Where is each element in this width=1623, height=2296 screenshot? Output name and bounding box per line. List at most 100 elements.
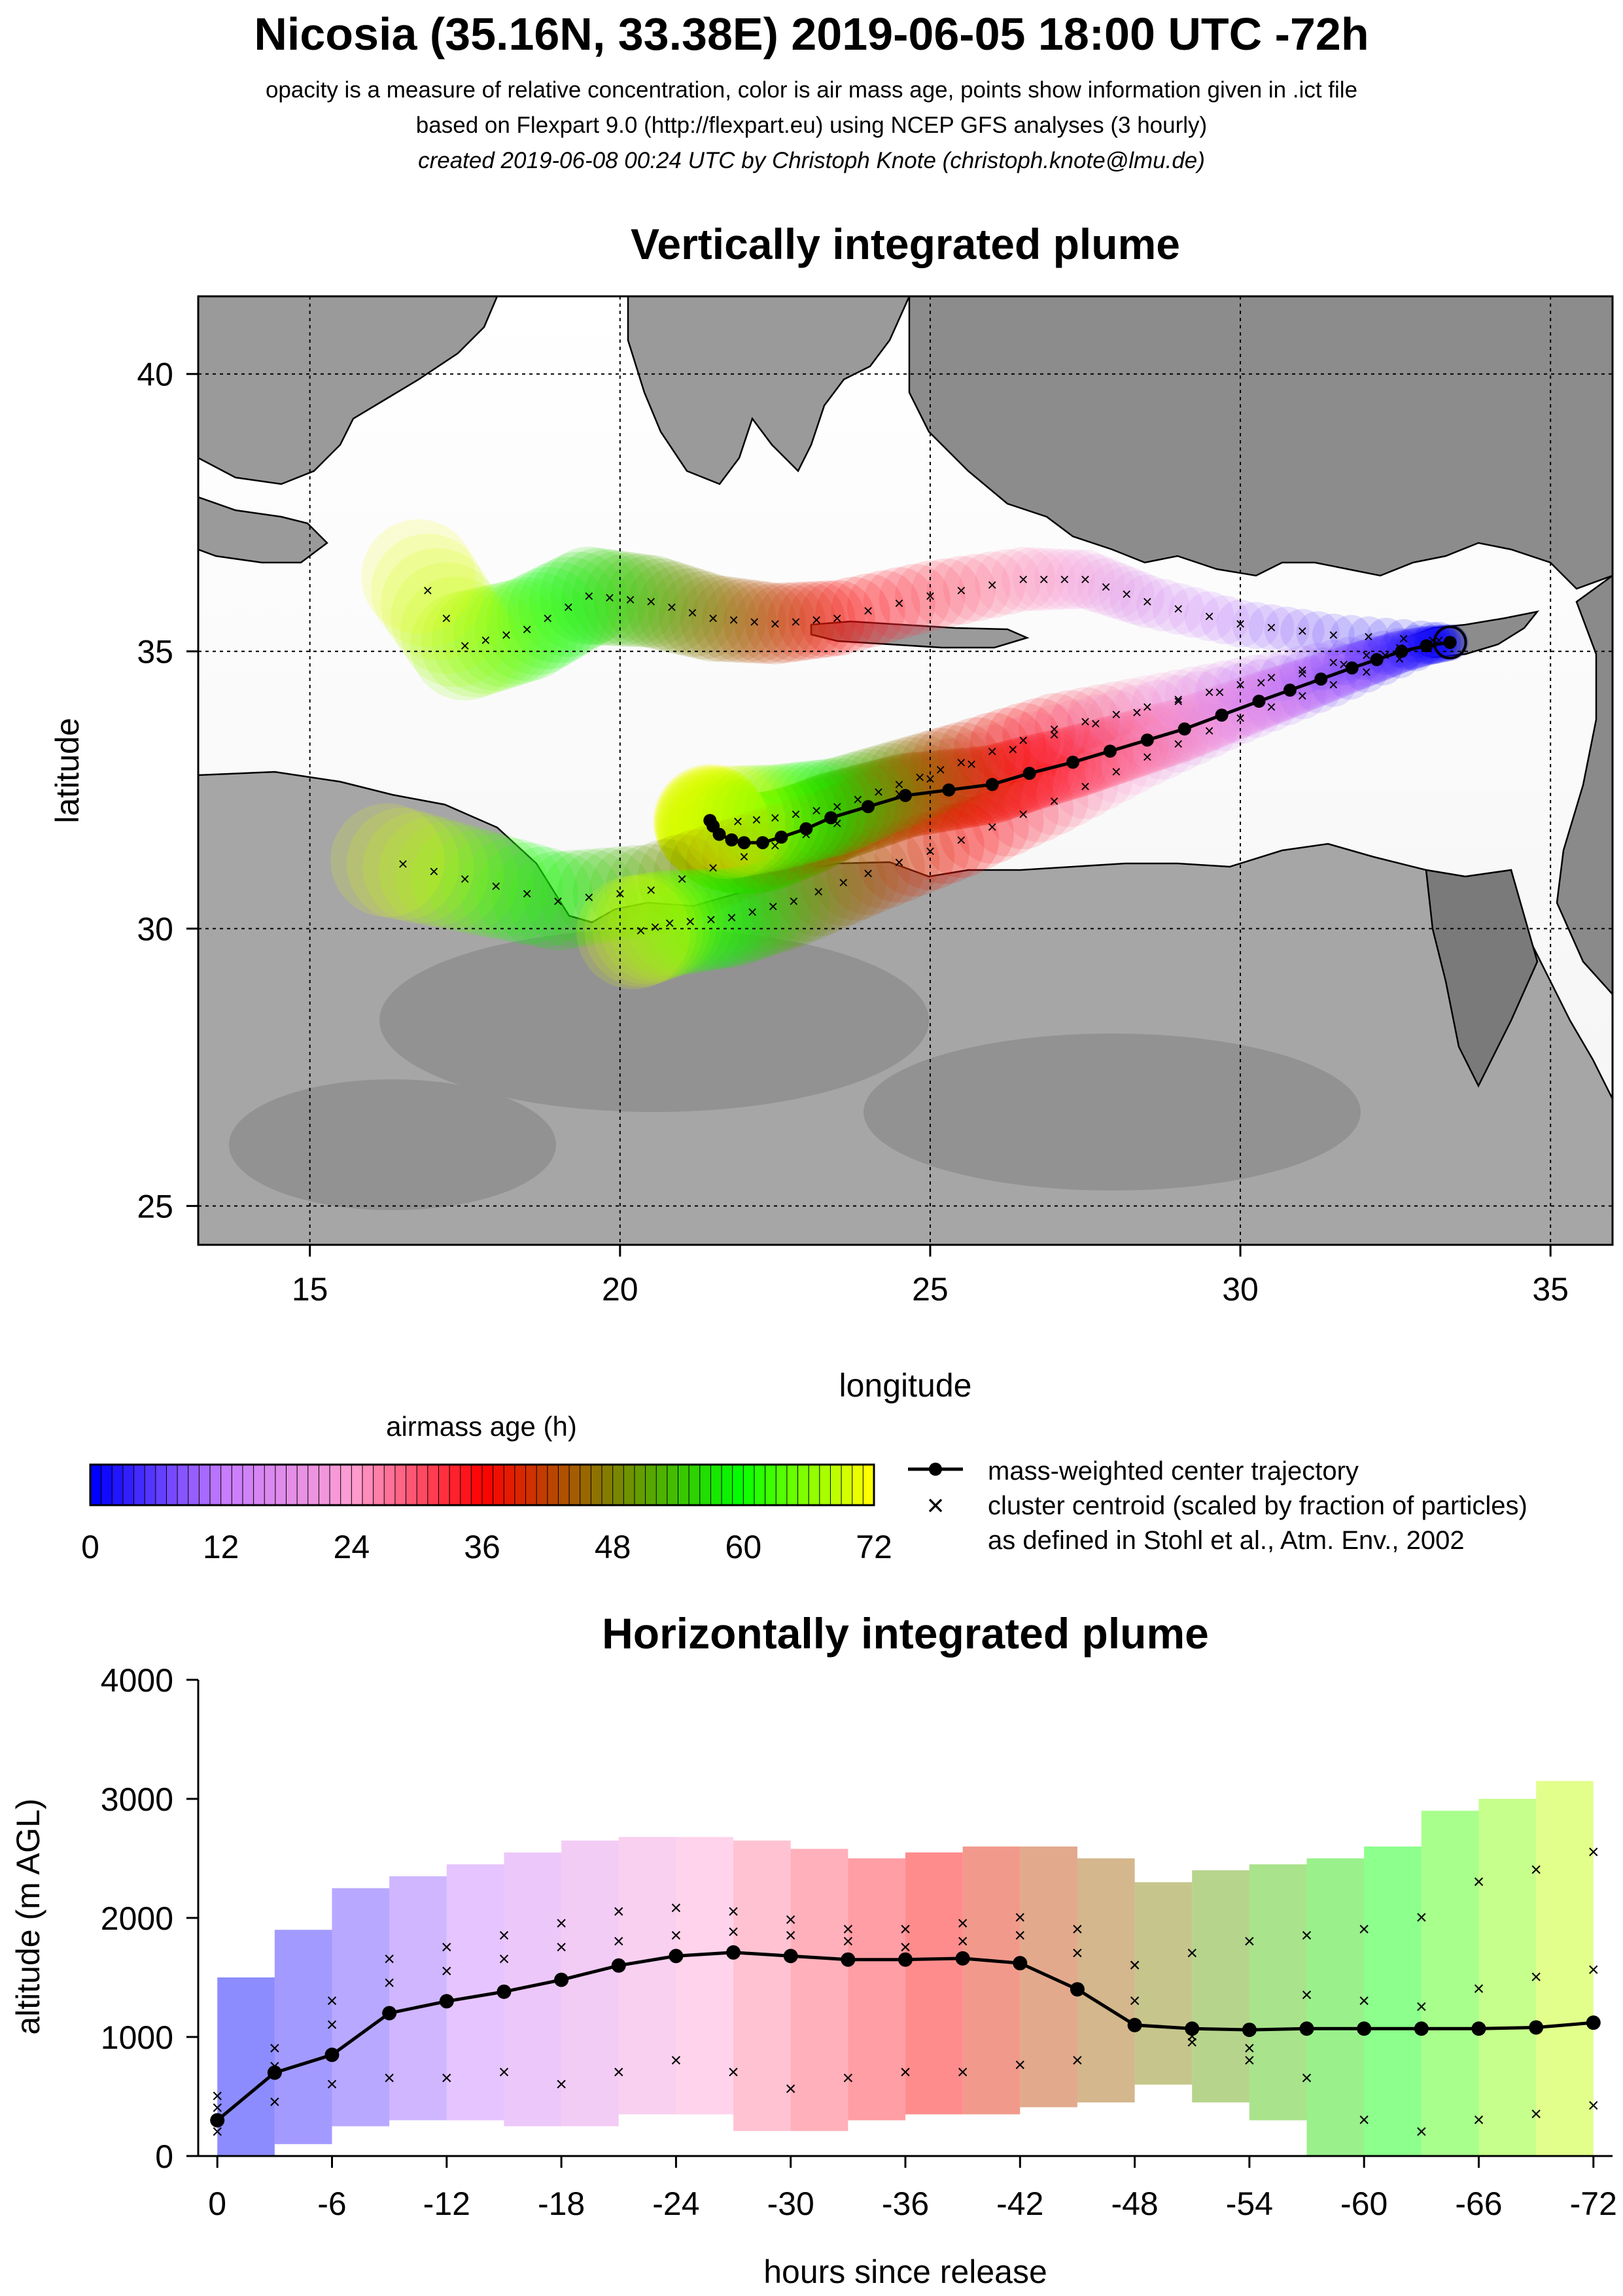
cluster-centroid-cross: × — [752, 810, 761, 829]
plume-cell — [724, 581, 807, 664]
plume-cell — [485, 572, 589, 676]
colorbar-cell — [481, 1464, 494, 1506]
map-y-tick-label: 35 — [137, 634, 173, 670]
altitude-cluster-cross: × — [1301, 2068, 1313, 2089]
cluster-centroid-cross: × — [1039, 569, 1049, 589]
altitude-cluster-cross: × — [1072, 2049, 1083, 2071]
plume-cell — [576, 875, 691, 990]
colorbar-cell — [122, 1464, 135, 1506]
altitude-cluster-cross: × — [1473, 1978, 1485, 2000]
plume-cell — [899, 728, 983, 812]
land-italy — [198, 296, 498, 485]
colorbar-tick-label: 24 — [334, 1529, 370, 1565]
legend-entry-cluster-centroid: cluster centroid (scaled by fraction of … — [988, 1491, 1527, 1520]
colorbar-cell — [688, 1464, 701, 1506]
plume-cell — [1088, 689, 1145, 746]
altitude-center-point — [1471, 2021, 1486, 2036]
colorbar-cell — [862, 1464, 875, 1506]
plume-cell — [704, 863, 801, 961]
center-trajectory-point — [1443, 636, 1457, 650]
altitude-y-tick-label: 0 — [155, 2138, 173, 2175]
cluster-centroid-cross: × — [1329, 653, 1338, 672]
colorbar-cell — [568, 1464, 581, 1506]
center-trajectory-point — [756, 836, 769, 850]
colorbar-cell — [111, 1464, 124, 1506]
altitude-cluster-cross: × — [1588, 1959, 1599, 1981]
center-trajectory-point — [1178, 722, 1191, 736]
colorbar-cell — [732, 1464, 744, 1506]
plume-cell — [1136, 578, 1189, 632]
cluster-centroid-cross: × — [1101, 577, 1111, 597]
plume-cell — [1120, 574, 1174, 629]
cluster-centroid-cross: × — [706, 910, 716, 930]
cluster-centroid-cross: × — [750, 612, 759, 631]
plume-cell — [1195, 667, 1245, 717]
altitude-center-trajectory-points — [210, 1945, 1601, 2128]
cluster-centroid-cross: × — [1111, 761, 1121, 781]
plume-cell — [1248, 604, 1295, 651]
colorbar-cell — [493, 1464, 505, 1506]
plume-cell — [1196, 660, 1253, 716]
center-trajectory-point — [1022, 767, 1036, 780]
cluster-centroid-cross: × — [646, 880, 656, 899]
cluster-centroid-cross: × — [1142, 591, 1152, 611]
altitude-x-tick-label: -18 — [538, 2185, 585, 2222]
altitude-center-point — [1127, 2017, 1142, 2032]
release-point-marker — [1433, 625, 1467, 660]
cluster-centroid-cross: × — [1329, 625, 1338, 644]
cluster-centroid-cross: × — [987, 817, 997, 837]
cluster-centroid-cross: × — [553, 891, 563, 911]
cluster-centroid-cross: × — [708, 858, 718, 877]
plume-cell — [497, 566, 599, 669]
cluster-centroid-cross: × — [864, 863, 873, 883]
plume-cell — [702, 578, 786, 663]
altitude-plume-column — [1249, 1864, 1307, 2121]
map-plot-area: × × × × × × × × × × × × × × × × × × × × × × × × × × × × × × × × × × × × × × × ×… — [198, 296, 1613, 1245]
plume-cell — [1264, 606, 1310, 652]
map-panel-title: Vertically integrated plume — [631, 220, 1180, 268]
cluster-centroid-cross: × — [1080, 776, 1090, 796]
land-cyprus — [1405, 610, 1540, 659]
cluster-centroid-cross: × — [1235, 675, 1245, 695]
plume-cell — [507, 562, 609, 663]
plume-cell — [788, 580, 865, 657]
plume-cell — [362, 812, 474, 924]
map-y-tick-label: 25 — [137, 1189, 173, 1225]
plume-cell — [682, 867, 782, 967]
cluster-centroid-cross: × — [1174, 689, 1183, 709]
colorbar-cell — [296, 1464, 309, 1506]
plume-cell — [638, 869, 743, 974]
plume-cell — [1149, 715, 1208, 773]
altitude-cluster-cross: × — [1244, 2038, 1255, 2059]
colorbar-cell — [351, 1464, 364, 1506]
center-trajectory-point — [703, 814, 717, 827]
cluster-centroid-cross: × — [1111, 704, 1121, 724]
land-sicily — [198, 496, 328, 564]
plume-cell — [637, 834, 727, 924]
cluster-centroid-cross: × — [398, 854, 408, 874]
plume-cell — [381, 548, 493, 661]
plume-cell — [1330, 615, 1372, 657]
cluster-centroid-cross: × — [832, 797, 842, 816]
colorbar-cell — [220, 1464, 233, 1506]
colorbar-cell — [742, 1464, 756, 1506]
cluster-centroid-cross: × — [1215, 682, 1225, 702]
cluster-centroid-cross: × — [935, 760, 945, 780]
colorbar-cell — [601, 1464, 614, 1506]
cluster-centroid-cross: × — [839, 873, 848, 892]
plume-cell — [589, 845, 682, 939]
altitude-plume-column — [561, 1840, 619, 2127]
plume-cell — [1130, 680, 1185, 734]
altitude-cluster-cross: × — [441, 1960, 453, 1982]
cluster-centroid-cross: × — [1266, 667, 1276, 687]
plume-cell — [846, 570, 920, 644]
cluster-centroid-cross: × — [925, 586, 935, 606]
colorbar-cell — [765, 1464, 777, 1506]
plume-cell — [1132, 672, 1194, 734]
altitude-cluster-cross: × — [326, 2074, 338, 2095]
colorbar-cell — [373, 1464, 385, 1506]
altitude-cluster-cross: × — [785, 2078, 797, 2100]
cluster-centroid-cross: × — [1235, 614, 1245, 633]
plume-cell — [608, 871, 717, 980]
plume-cell — [990, 547, 1056, 612]
